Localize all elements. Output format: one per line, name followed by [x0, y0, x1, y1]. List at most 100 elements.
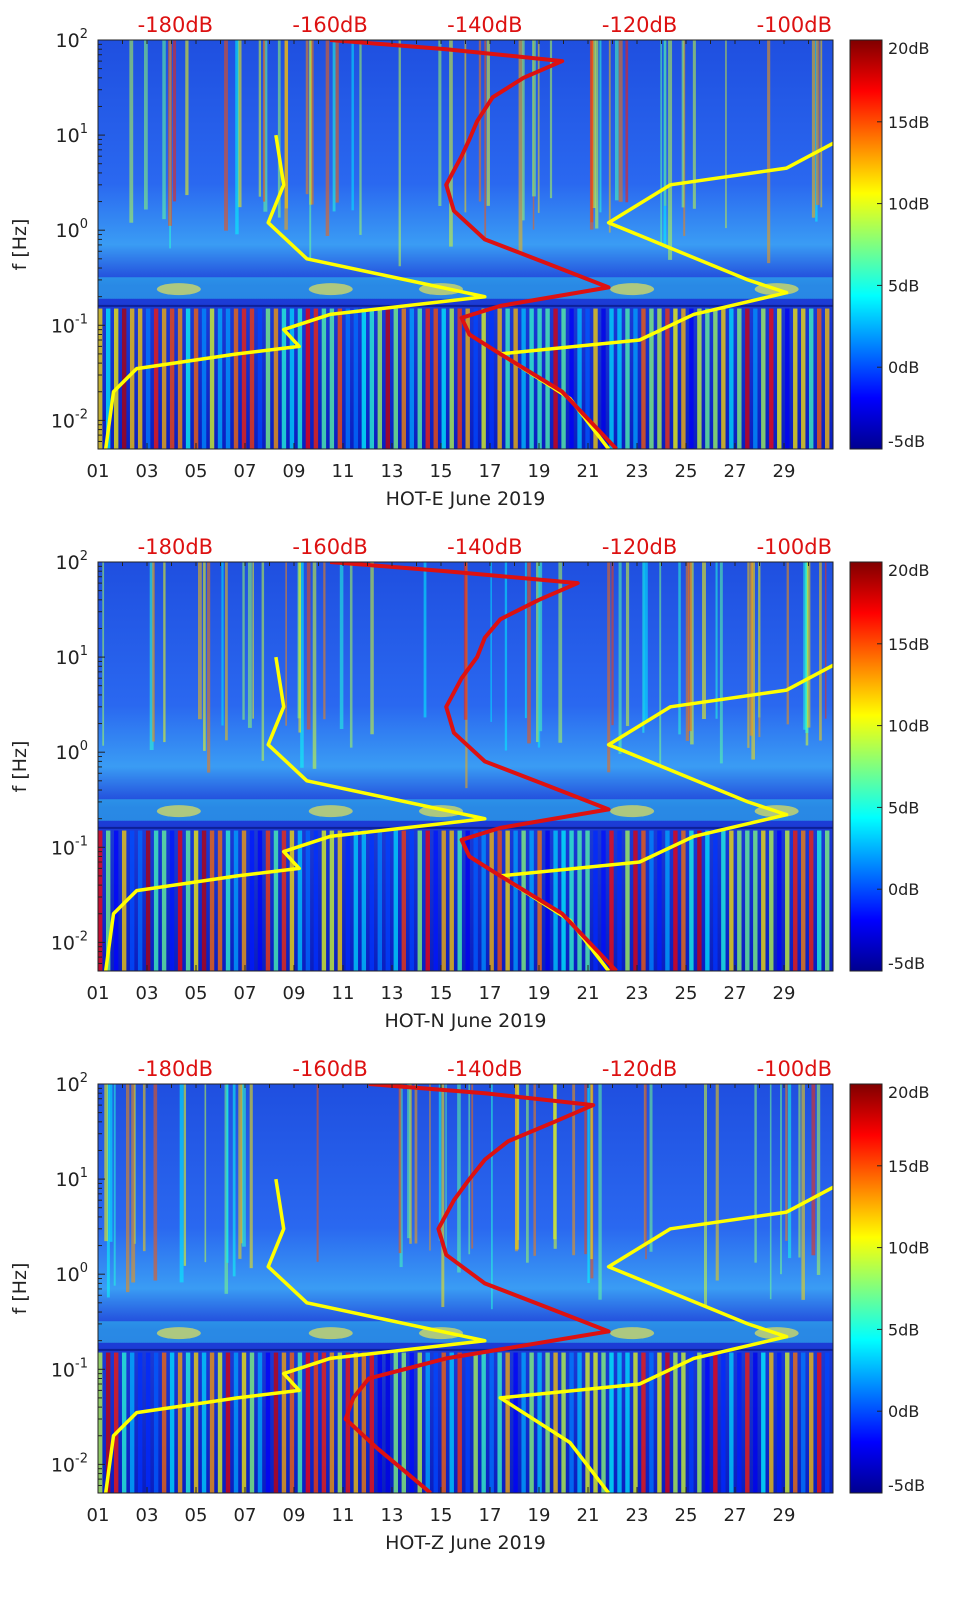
- lf-stripe: [177, 1352, 183, 1493]
- lf-stripe: [129, 830, 135, 971]
- hf-streak: [129, 40, 134, 223]
- lf-stripe: [649, 1352, 654, 1493]
- lf-stripe: [193, 308, 199, 449]
- colorbar-label: 5dB: [888, 798, 919, 817]
- lf-stripe: [497, 830, 502, 971]
- lf-stripe: [289, 830, 295, 971]
- lf-stripe: [641, 830, 646, 971]
- hf-streak: [423, 562, 427, 718]
- energy-blob: [610, 283, 655, 296]
- top-db-label: -100dB: [757, 1057, 832, 1081]
- lf-stripe: [729, 830, 734, 971]
- colorbar-label: 20dB: [888, 1083, 930, 1102]
- hf-streak: [801, 1084, 805, 1300]
- hf-streak: [685, 562, 690, 741]
- hf-streak: [179, 1084, 184, 1283]
- lf-stripe: [241, 830, 247, 971]
- lf-stripe: [217, 1352, 223, 1493]
- lf-stripe: [745, 1352, 750, 1493]
- hf-streak: [553, 1084, 557, 1249]
- lf-stripe: [809, 830, 814, 971]
- panel-E: 01 03 05 07 09 11 13 15 17 19 21 23 25 27 29 10-2 10-1 10…: [9, 13, 930, 510]
- hf-streak: [533, 1084, 536, 1256]
- hf-streak: [261, 562, 265, 761]
- lf-stripe: [465, 308, 470, 449]
- lf-stripe: [313, 308, 319, 449]
- energy-blob: [308, 1327, 353, 1340]
- x-tick-label: 11: [332, 983, 355, 1004]
- lf-stripe: [425, 830, 430, 971]
- x-tick-label: 23: [626, 1505, 649, 1526]
- x-tick-label: 17: [479, 461, 502, 482]
- hf-streak: [247, 562, 252, 728]
- x-axis-label: HOT-E June 2019: [386, 488, 546, 510]
- lf-stripe: [801, 1352, 806, 1493]
- lf-stripe: [289, 1352, 295, 1493]
- hf-streak: [185, 40, 189, 196]
- y-tick-label: 102: [56, 1071, 88, 1096]
- hf-streak: [785, 1084, 788, 1241]
- lf-stripe: [297, 308, 303, 449]
- lf-stripe: [297, 830, 303, 971]
- lf-stripe: [289, 308, 295, 449]
- x-tick-label: 19: [528, 1505, 551, 1526]
- top-db-label: -140dB: [447, 1057, 522, 1081]
- lf-stripe: [209, 830, 215, 971]
- hf-streak: [486, 40, 490, 206]
- series-line-0: [103, 656, 487, 971]
- lf-stripe: [801, 308, 806, 449]
- x-tick-label: 09: [283, 461, 306, 482]
- lf-stripe: [505, 1352, 510, 1493]
- lf-stripe: [465, 830, 470, 971]
- hf-streak: [690, 562, 694, 745]
- colorbar-label: 10dB: [888, 1239, 930, 1258]
- lf-stripe: [401, 1352, 406, 1493]
- colorbar: [849, 1083, 883, 1494]
- lf-stripe: [129, 308, 135, 449]
- colorbar-label: 20dB: [888, 39, 930, 58]
- lf-stripe: [577, 830, 582, 971]
- lf-stripe: [313, 1352, 319, 1493]
- lf-stripe: [553, 1352, 558, 1493]
- lf-stripe: [209, 1352, 215, 1493]
- hf-streak: [590, 1084, 593, 1260]
- y-tick-label: 101: [56, 122, 88, 147]
- lf-stripe: [137, 308, 143, 449]
- lf-stripe: [441, 308, 446, 449]
- lf-stripe: [361, 1352, 367, 1493]
- lf-stripe: [337, 830, 343, 971]
- x-tick-label: 19: [528, 983, 551, 1004]
- hf-streak: [163, 562, 166, 743]
- series-line-2: [329, 562, 618, 971]
- lf-stripe: [393, 308, 398, 449]
- x-tick-label: 07: [234, 983, 257, 1004]
- lf-stripe: [673, 1352, 678, 1493]
- lf-stripe: [265, 830, 271, 971]
- hf-streak: [749, 562, 754, 736]
- lf-stripe: [825, 830, 830, 971]
- lf-stripe: [817, 308, 822, 449]
- x-tick-label: 27: [724, 983, 747, 1004]
- top-db-label: -160dB: [292, 13, 367, 37]
- lf-stripe: [769, 308, 774, 449]
- lf-stripe: [161, 1352, 167, 1493]
- lf-stripe: [473, 1352, 478, 1493]
- lf-stripe: [817, 830, 822, 971]
- top-db-label: -160dB: [292, 1057, 367, 1081]
- lf-stripe: [681, 1352, 686, 1493]
- x-tick-label: 23: [626, 461, 649, 482]
- x-tick-label: 03: [136, 983, 159, 1004]
- lf-stripe: [409, 1352, 414, 1493]
- lf-stripe: [209, 308, 215, 449]
- lf-stripe: [98, 830, 103, 971]
- x-tick-label: 11: [332, 461, 355, 482]
- lf-stripe: [169, 1352, 175, 1493]
- lf-stripe: [105, 1352, 111, 1493]
- hf-streak: [820, 40, 823, 208]
- hf-streak: [703, 1084, 708, 1307]
- lf-stripe: [665, 830, 670, 971]
- lf-stripe: [529, 830, 534, 971]
- lf-stripe: [697, 308, 702, 449]
- hf-streak: [524, 562, 527, 719]
- microseism-band: [98, 277, 833, 299]
